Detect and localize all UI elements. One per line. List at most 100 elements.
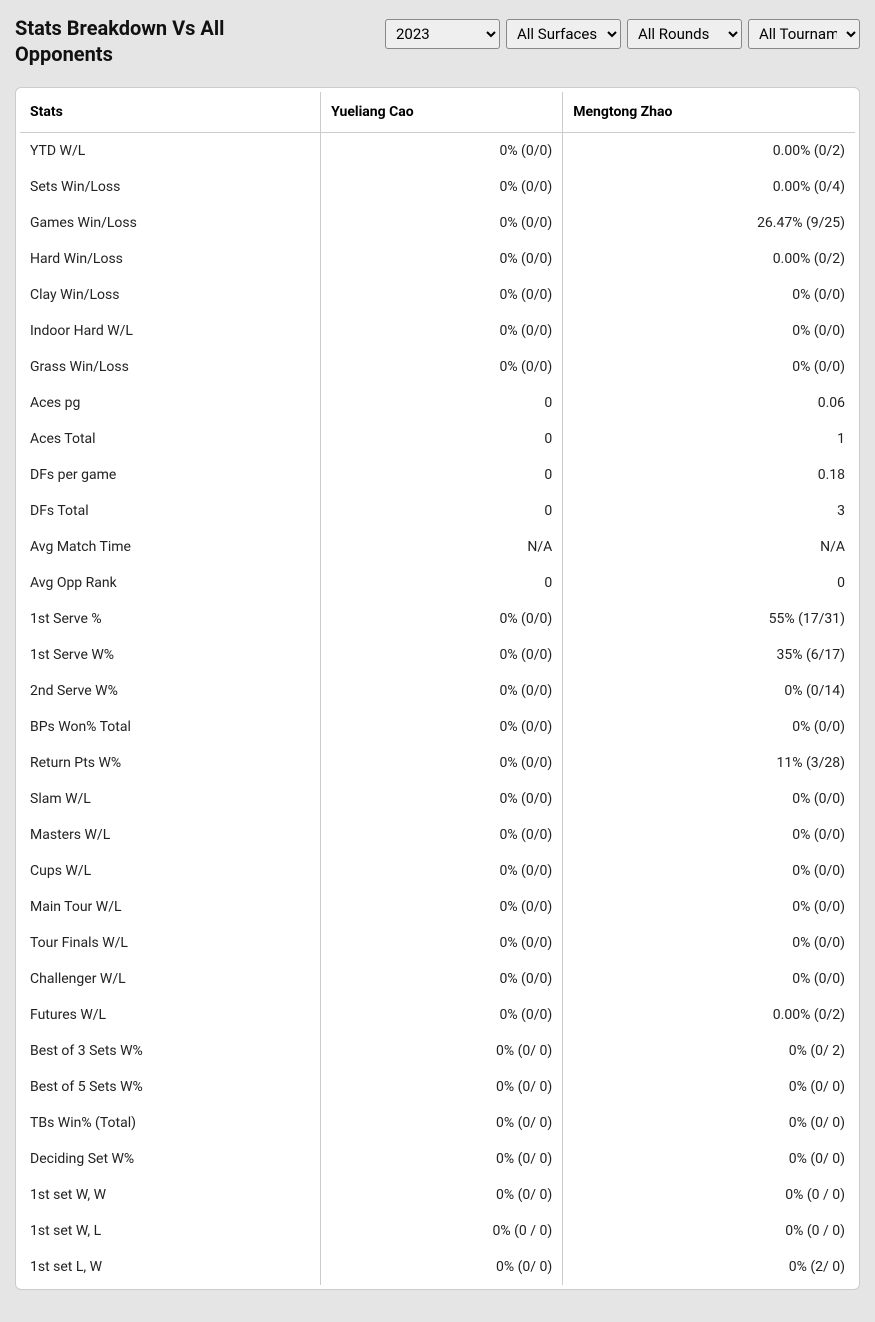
table-row: Main Tour W/L0% (0/0)0% (0/0): [20, 889, 855, 925]
table-row: Challenger W/L0% (0/0)0% (0/0): [20, 961, 855, 997]
stat-label: Return Pts W%: [20, 745, 321, 781]
stat-value-player2: N/A: [563, 529, 855, 565]
stat-value-player2: 26.47% (9/25): [563, 205, 855, 241]
stat-label: 1st Serve %: [20, 601, 321, 637]
stat-value-player1: 0% (0/0): [321, 709, 563, 745]
table-row: Avg Opp Rank00: [20, 565, 855, 601]
stat-value-player1: 0% (0/ 0): [321, 1105, 563, 1141]
stat-value-player1: 0% (0/0): [321, 133, 563, 170]
table-row: Grass Win/Loss0% (0/0)0% (0/0): [20, 349, 855, 385]
stat-label: 2nd Serve W%: [20, 673, 321, 709]
stat-value-player2: 0% (0/0): [563, 925, 855, 961]
stat-value-player1: N/A: [321, 529, 563, 565]
table-row: 1st Serve %0% (0/0)55% (17/31): [20, 601, 855, 637]
stat-label: Futures W/L: [20, 997, 321, 1033]
stat-label: DFs per game: [20, 457, 321, 493]
surface-select[interactable]: All Surfaces: [506, 19, 621, 49]
stat-value-player1: 0% (0/0): [321, 241, 563, 277]
table-row: 1st set W, L0% (0 / 0)0% (0 / 0): [20, 1213, 855, 1249]
table-row: Hard Win/Loss0% (0/0)0.00% (0/2): [20, 241, 855, 277]
stat-value-player1: 0% (0/ 0): [321, 1177, 563, 1213]
stat-value-player2: 0.18: [563, 457, 855, 493]
stat-label: Slam W/L: [20, 781, 321, 817]
stat-value-player1: 0% (0/0): [321, 745, 563, 781]
table-row: YTD W/L0% (0/0)0.00% (0/2): [20, 133, 855, 170]
table-row: Tour Finals W/L0% (0/0)0% (0/0): [20, 925, 855, 961]
stat-label: Grass Win/Loss: [20, 349, 321, 385]
year-select[interactable]: 2023: [385, 19, 500, 49]
stat-label: 1st set W, W: [20, 1177, 321, 1213]
tournament-select[interactable]: All Tournaments: [748, 19, 860, 49]
stat-value-player2: 0% (0/0): [563, 709, 855, 745]
table-row: Best of 3 Sets W%0% (0/ 0)0% (0/ 2): [20, 1033, 855, 1069]
rounds-select[interactable]: All Rounds: [627, 19, 742, 49]
stat-label: TBs Win% (Total): [20, 1105, 321, 1141]
stats-table-container: Stats Yueliang Cao Mengtong Zhao YTD W/L…: [15, 87, 860, 1290]
stat-label: YTD W/L: [20, 133, 321, 170]
stat-value-player1: 0: [321, 493, 563, 529]
table-row: TBs Win% (Total)0% (0/ 0)0% (0/ 0): [20, 1105, 855, 1141]
stat-value-player1: 0% (0/0): [321, 637, 563, 673]
stat-label: 1st set L, W: [20, 1249, 321, 1285]
col-header-stats: Stats: [20, 92, 321, 133]
stat-value-player2: 35% (6/17): [563, 637, 855, 673]
stat-label: Best of 5 Sets W%: [20, 1069, 321, 1105]
stat-value-player2: 0: [563, 565, 855, 601]
stat-value-player1: 0% (0/0): [321, 313, 563, 349]
stat-value-player1: 0% (0/ 0): [321, 1069, 563, 1105]
table-row: Indoor Hard W/L0% (0/0)0% (0/0): [20, 313, 855, 349]
stat-label: Cups W/L: [20, 853, 321, 889]
stat-value-player1: 0% (0/0): [321, 169, 563, 205]
stat-value-player1: 0% (0/ 0): [321, 1033, 563, 1069]
col-header-player2: Mengtong Zhao: [563, 92, 855, 133]
stat-label: Challenger W/L: [20, 961, 321, 997]
table-row: 1st Serve W%0% (0/0)35% (6/17): [20, 637, 855, 673]
stat-value-player2: 0% (0/14): [563, 673, 855, 709]
stat-value-player1: 0% (0/0): [321, 961, 563, 997]
stat-value-player1: 0: [321, 421, 563, 457]
header-row: Stats Breakdown Vs All Opponents 2023 Al…: [15, 15, 860, 67]
stat-value-player1: 0% (0/0): [321, 889, 563, 925]
stat-value-player2: 0% (0/ 0): [563, 1141, 855, 1177]
table-row: Return Pts W%0% (0/0)11% (3/28): [20, 745, 855, 781]
table-row: Games Win/Loss0% (0/0)26.47% (9/25): [20, 205, 855, 241]
stat-label: Clay Win/Loss: [20, 277, 321, 313]
stat-value-player2: 55% (17/31): [563, 601, 855, 637]
table-row: 1st set L, W0% (0/ 0)0% (2/ 0): [20, 1249, 855, 1285]
stat-value-player1: 0% (0/ 0): [321, 1249, 563, 1285]
stat-value-player2: 0% (0/ 2): [563, 1033, 855, 1069]
stat-value-player1: 0% (0/0): [321, 601, 563, 637]
stat-value-player1: 0% (0/0): [321, 781, 563, 817]
stat-label: Deciding Set W%: [20, 1141, 321, 1177]
stat-label: Tour Finals W/L: [20, 925, 321, 961]
stat-value-player2: 0.00% (0/2): [563, 241, 855, 277]
stat-value-player2: 0% (0/0): [563, 853, 855, 889]
stat-value-player2: 0% (0/ 0): [563, 1069, 855, 1105]
stat-value-player2: 0% (0/0): [563, 889, 855, 925]
stats-table: Stats Yueliang Cao Mengtong Zhao YTD W/L…: [20, 92, 855, 1285]
stat-label: Avg Match Time: [20, 529, 321, 565]
stat-value-player2: 0.06: [563, 385, 855, 421]
table-row: DFs Total03: [20, 493, 855, 529]
stat-label: Games Win/Loss: [20, 205, 321, 241]
stat-value-player1: 0% (0 / 0): [321, 1213, 563, 1249]
stat-label: 1st set W, L: [20, 1213, 321, 1249]
stat-label: Hard Win/Loss: [20, 241, 321, 277]
stat-value-player2: 0% (0/0): [563, 961, 855, 997]
table-row: Best of 5 Sets W%0% (0/ 0)0% (0/ 0): [20, 1069, 855, 1105]
table-row: DFs per game00.18: [20, 457, 855, 493]
stat-value-player1: 0% (0/0): [321, 349, 563, 385]
stat-label: Masters W/L: [20, 817, 321, 853]
stat-value-player2: 11% (3/28): [563, 745, 855, 781]
stat-value-player2: 0% (0/0): [563, 313, 855, 349]
table-row: Masters W/L0% (0/0)0% (0/0): [20, 817, 855, 853]
stat-value-player2: 0% (0/0): [563, 349, 855, 385]
stat-value-player1: 0% (0/0): [321, 205, 563, 241]
stat-label: Best of 3 Sets W%: [20, 1033, 321, 1069]
table-row: Cups W/L0% (0/0)0% (0/0): [20, 853, 855, 889]
page-title: Stats Breakdown Vs All Opponents: [15, 15, 315, 67]
stat-value-player1: 0% (0/0): [321, 997, 563, 1033]
table-row: BPs Won% Total0% (0/0)0% (0/0): [20, 709, 855, 745]
table-row: Futures W/L0% (0/0)0.00% (0/2): [20, 997, 855, 1033]
stat-value-player2: 0% (0 / 0): [563, 1177, 855, 1213]
